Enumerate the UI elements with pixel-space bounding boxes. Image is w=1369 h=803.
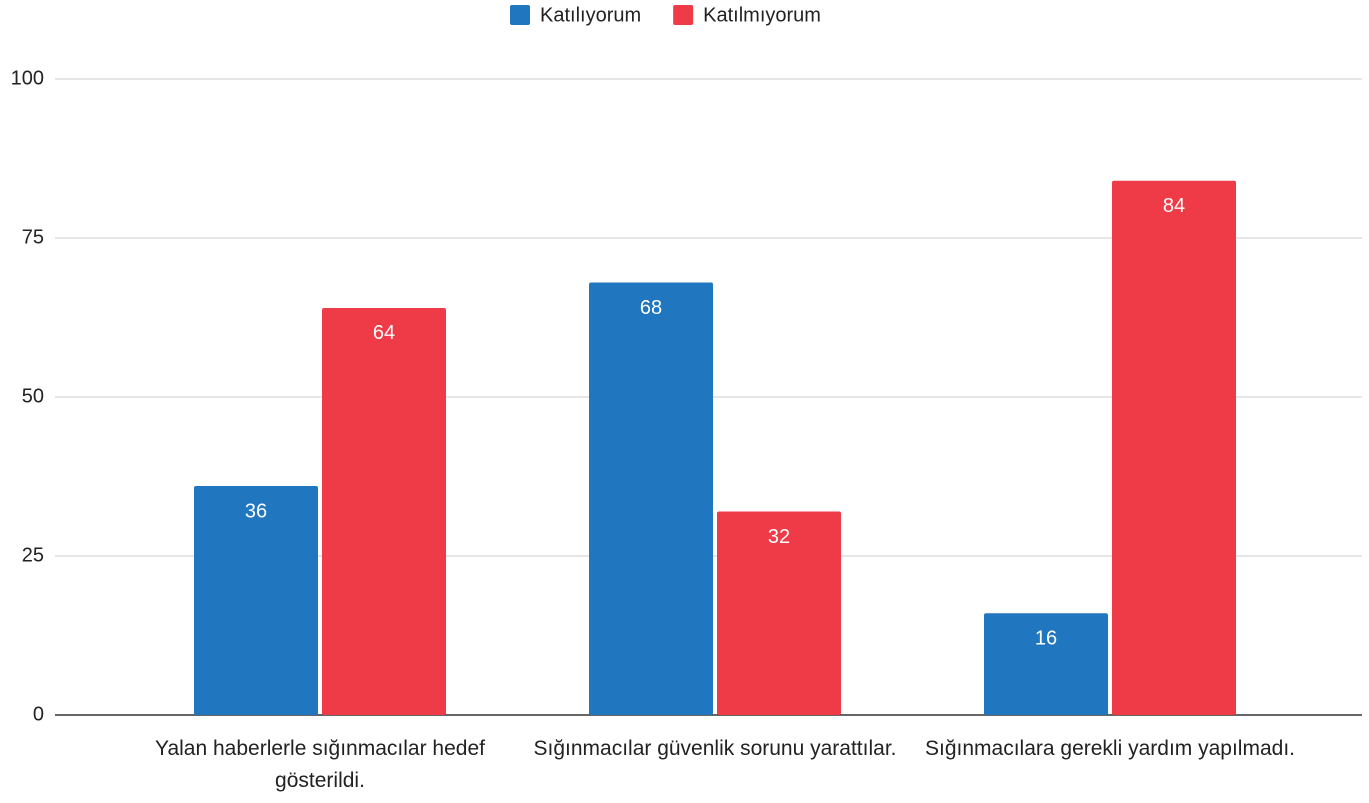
bar — [194, 486, 318, 715]
y-tick-label: 0 — [33, 703, 44, 725]
x-tick-label: Sığınmacılar güvenlik sorunu yarattılar. — [533, 737, 897, 760]
data-label: 32 — [768, 526, 790, 548]
bar — [717, 511, 841, 715]
x-tick-label: Sığınmacılara gerekli yardım yapılmadı. — [925, 737, 1295, 760]
data-label: 68 — [640, 297, 662, 319]
legend-label: Katılmıyorum — [703, 4, 821, 26]
data-label: 36 — [245, 500, 267, 522]
legend-label: Katılıyorum — [540, 4, 641, 26]
y-tick-label: 75 — [22, 226, 44, 248]
y-tick-label: 50 — [22, 385, 44, 407]
x-tick-label: Yalan haberlerle sığınmacılar hedef göst… — [155, 737, 485, 792]
y-tick-label: 25 — [22, 544, 44, 566]
legend-swatch — [673, 5, 694, 25]
data-label: 64 — [373, 322, 395, 344]
legend-swatch — [510, 5, 530, 25]
bar — [322, 307, 446, 715]
bar — [984, 613, 1108, 715]
y-tick-label: 100 — [11, 67, 44, 89]
data-label: 84 — [1163, 195, 1185, 217]
bar — [589, 282, 713, 715]
data-label: 16 — [1035, 628, 1057, 650]
bar — [1112, 180, 1236, 715]
